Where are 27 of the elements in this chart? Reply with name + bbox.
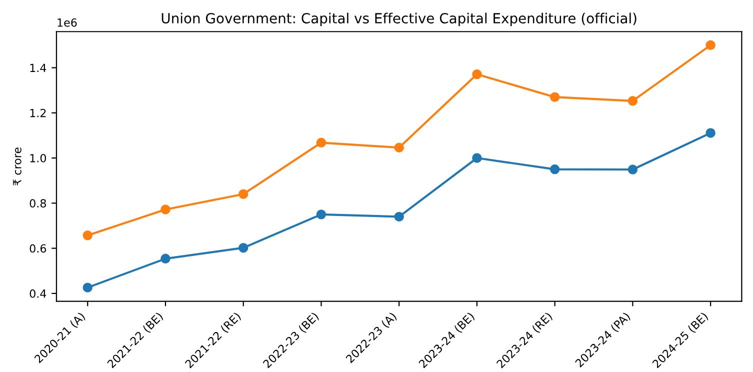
point: [238, 189, 248, 199]
point: [706, 40, 716, 50]
point: [160, 254, 170, 264]
y-tick-label: 1.4: [30, 64, 46, 72]
y-tick-label: 0.4: [30, 289, 46, 298]
point: [394, 212, 404, 222]
chart-title: Union Government: Capital vs Effective Capital Expenditure (official): [162, 12, 636, 26]
y-tick-label: 0.6: [30, 244, 46, 253]
point: [316, 210, 326, 220]
point: [82, 230, 92, 240]
y-tick-label: 1.2: [30, 108, 46, 118]
point: [160, 204, 170, 214]
y-tick-label: 0.8: [30, 199, 46, 208]
point: [472, 69, 482, 80]
point: [706, 128, 716, 138]
y-tick-label: 1.0: [30, 154, 46, 162]
point: [238, 242, 248, 253]
text: 1e6: [58, 18, 77, 27]
point: [628, 164, 638, 174]
point: [394, 142, 404, 152]
point: [472, 153, 482, 163]
point: [628, 96, 638, 106]
point: [316, 138, 326, 148]
point: [550, 92, 560, 102]
y-axis-title: ₹ crore: [13, 148, 22, 186]
point: [82, 282, 92, 292]
point: [550, 164, 560, 174]
